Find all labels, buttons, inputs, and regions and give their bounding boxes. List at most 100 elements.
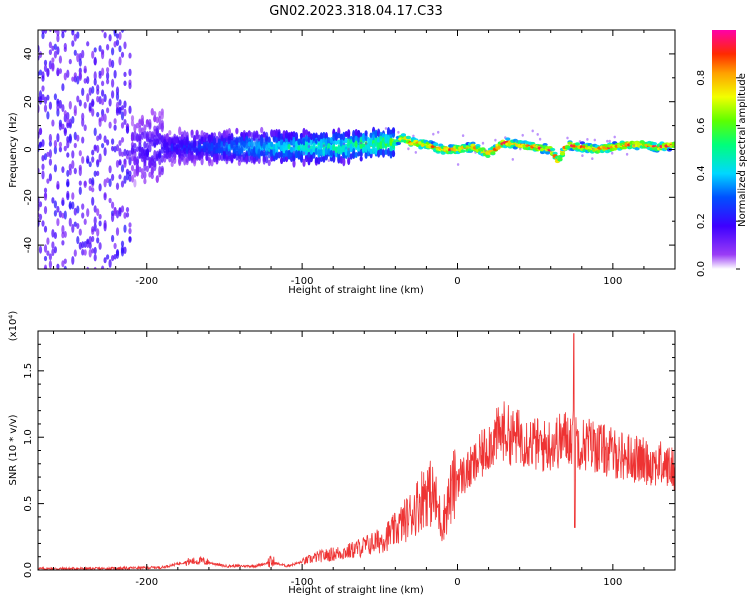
spectrogram-cell [153,115,157,123]
spectrogram-cell [222,129,226,138]
spectrogram-cell [235,127,239,135]
spectrogram-cell [178,126,182,136]
spectrogram-cell [240,154,244,163]
spectrogram-cell [111,78,115,88]
spectrogram-cell [200,157,204,166]
spectrogram-cell [96,21,99,27]
spectrogram-cell [43,104,48,113]
spectrogram-cell [153,149,157,160]
spectrogram-cell [46,237,50,245]
spectrogram-cell [76,134,80,142]
spectrogram-cell [106,274,109,281]
spectrogram-cell [536,133,539,136]
spectrogram-cell [111,234,115,243]
spectrogram-cell [61,240,65,246]
spectrogram-cell [247,153,251,163]
spectrogram-cell [250,139,254,147]
spectrogram-cell [86,41,90,47]
spectrogram-cell [106,78,110,85]
spectrogram-cell [39,276,42,284]
spectrogram-cell [280,145,284,152]
spectrogram-cell [257,141,261,148]
spectrogram-cell [280,133,284,140]
spectrogram-cell [304,129,309,136]
spectrogram-cell [262,137,266,144]
spectrogram-cell [158,110,162,119]
spectrogram-cell [48,149,53,159]
spectrogram-cell [329,143,333,153]
colorbar-ticks: 0.0 0.2 0.4 0.6 0.8 [696,70,740,277]
spectrogram-cell [123,108,127,117]
spectrogram-cell [81,15,84,23]
spectrogram-cell [140,168,144,175]
spectrogram-cell [367,142,371,151]
spectrogram-cell [46,250,50,257]
spectrogram-cell [61,83,65,92]
spectrogram-cell [78,58,82,67]
spectrogram-cell [53,246,58,254]
spectrogram-cell [81,17,84,22]
spectrogram-cell [123,212,127,219]
spectrogram-cell [135,156,139,166]
spectrogram-cell [207,142,212,150]
spectrogram-cell [608,139,611,143]
spectrogram-cell [81,249,85,256]
spectrogram-cell [267,159,271,167]
spectrogram-cell [78,228,82,236]
spectrogram-cell [337,139,341,145]
spectrogram-cell [41,154,45,162]
spectrogram-cell [183,147,187,155]
spectrogram-cell [374,129,378,139]
spectrogram-cell [212,153,217,163]
spectrogram-cell [294,149,299,159]
spectrogram-cell [41,32,45,40]
spectrogram-cell [190,129,194,139]
spectrogram-cell [195,132,199,140]
spectrogram-cell [433,142,439,146]
spectrogram-cell [53,200,58,209]
spectrogram-cell [93,216,97,225]
spectrogram-cell [364,142,368,145]
colorbar-tick-label: 0.8 [696,70,707,86]
spectrogram-cell [143,130,147,140]
spectrogram-cell [275,128,279,138]
spectrogram-cell [125,171,130,181]
spectrogram-cell [98,220,102,227]
spectrogram-cell [130,174,135,183]
spectrogram-cell [225,141,229,150]
spectrogram-cell [148,122,152,130]
y-tick-label: 20 [23,95,34,108]
spectrogram-cell [230,140,234,149]
spectrogram-cell [44,17,47,23]
y-tick-label: 0 [23,146,34,152]
spectrogram-cell [121,276,124,281]
spectrogram-cell [51,229,55,238]
spectrogram-cell [93,57,97,66]
spectrogram-cell [215,153,219,163]
spectrogram-cell [98,96,102,105]
spectrogram-cell [342,142,345,146]
spectrogram-cell [133,168,137,178]
spectrogram-cell [153,125,157,132]
spectrogram-cell [302,158,306,168]
spectrogram-cell [46,68,50,76]
spectrogram-cell [66,122,70,129]
spectrogram-cell [118,147,122,157]
spectrogram-cell [38,245,43,254]
spectrogram-cell [125,206,130,213]
spectrogram-cell [53,93,58,101]
spectrogram-cell [145,118,149,125]
spectrogram-cell [38,69,43,76]
spectrogram-cell [71,116,75,124]
spectrogram-cell [344,130,348,138]
spectrogram-cell [145,142,149,150]
spectrogram-cell [440,151,446,155]
spectrogram-cell [58,210,63,218]
spectrogram-cell [188,140,192,147]
spectrogram-cell [61,260,65,268]
spectrogram-cell [262,141,266,150]
spectrogram-cell [305,158,308,162]
spectrogram-cell [297,138,301,146]
spectrogram-cell [178,156,182,165]
spectrogram-cell [58,99,63,109]
